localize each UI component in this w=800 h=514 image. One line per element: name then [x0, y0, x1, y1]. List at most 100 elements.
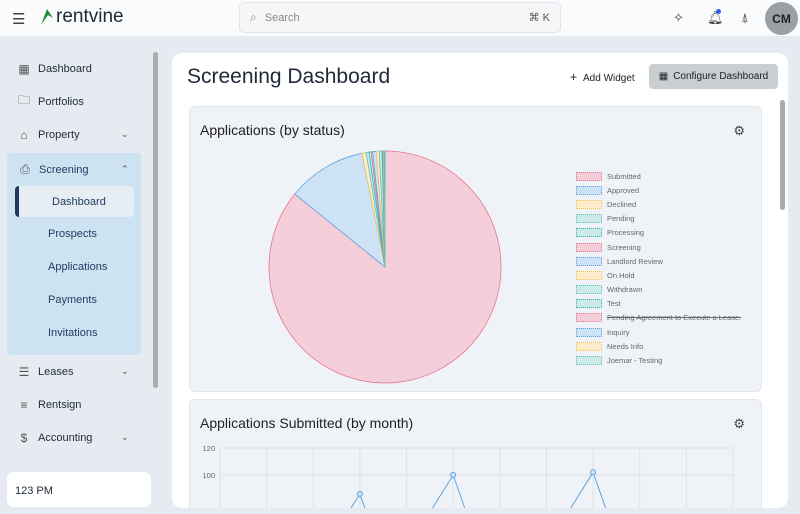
clipboard-icon: ☰: [18, 364, 30, 379]
page-title: Screening Dashboard: [187, 65, 391, 88]
sidebar-item-dashboard[interactable]: ▦ Dashboard: [0, 52, 152, 85]
brand-name: rentvine: [56, 6, 124, 27]
sparkle-icon[interactable]: ✧: [673, 10, 684, 25]
legend-item[interactable]: Joemar - Testing: [576, 353, 741, 367]
notification-dot: [716, 9, 721, 14]
sign-icon: ≡: [20, 397, 28, 412]
label: Leases: [38, 365, 74, 378]
sidebar-item-leases[interactable]: ☰ Leases ⌄: [0, 355, 152, 388]
legend-swatch: [576, 228, 602, 238]
sidebar-sub-invitations[interactable]: Invitations: [48, 326, 98, 339]
legend-label: Landlord Review: [607, 256, 663, 266]
sidebar-sub-dashboard[interactable]: Dashboard: [15, 186, 134, 217]
search-input[interactable]: ⌕ Search ⌘ K: [239, 2, 561, 33]
legend-item[interactable]: Approved: [576, 183, 741, 197]
menu-icon[interactable]: ☰: [12, 11, 26, 28]
main-panel: Screening Dashboard + Add Widget ▦ Configu…: [172, 53, 788, 508]
widget-title: Applications (by status): [200, 122, 345, 138]
legend-item[interactable]: Landlord Review: [576, 254, 741, 268]
label: Dashboard: [38, 62, 92, 75]
search-shortcut: ⌘ K: [528, 12, 550, 24]
legend-item[interactable]: Submitted: [576, 169, 741, 183]
screening-group: ⎙ Screening ⌃ Dashboard Prospects Applicat…: [7, 153, 141, 355]
series-line: [431, 474, 454, 508]
grid-icon: ▦: [18, 61, 30, 76]
legend-item[interactable]: Screening: [576, 240, 741, 254]
legend-item[interactable]: Pending: [576, 212, 741, 226]
folder-icon: 🗀: [18, 93, 31, 107]
logo[interactable]: rentvine: [40, 6, 124, 28]
label: Configure Dashboard: [673, 71, 769, 82]
document-search-icon: ⎙: [20, 162, 30, 176]
legend-item[interactable]: Processing: [576, 226, 741, 240]
series-line: [350, 493, 361, 508]
legend-label: Withdrawn: [607, 285, 643, 295]
legend-swatch: [576, 242, 602, 252]
applications-month-widget: Applications Submitted (by month) ⚙ 120 1…: [189, 399, 762, 508]
label: Add Widget: [583, 73, 635, 84]
pie-slice-joemar-testing[interactable]: [383, 150, 386, 268]
sidebar-item-property[interactable]: ⌂ Property ⌄: [0, 118, 152, 151]
main-scrollbar[interactable]: [780, 100, 785, 210]
avatar[interactable]: CM: [765, 2, 798, 35]
add-widget-button[interactable]: + Add Widget: [570, 70, 635, 84]
gear-icon[interactable]: ⚙: [733, 416, 745, 431]
legend-label: Submitted: [607, 171, 641, 181]
sidebar-scrollbar[interactable]: [153, 52, 158, 388]
plus-icon: +: [570, 70, 578, 84]
legend-label: Screening: [607, 242, 641, 252]
label: Property: [38, 128, 80, 141]
legend-label: Approved: [607, 185, 640, 195]
legend-item[interactable]: Declined: [576, 197, 741, 211]
legend-swatch: [576, 185, 602, 195]
pie-slice-approved[interactable]: [294, 152, 386, 269]
legend-label: Processing: [607, 228, 645, 238]
legend-item[interactable]: Withdrawn: [576, 283, 741, 297]
y-tick-label: 100: [202, 471, 215, 480]
legend-item[interactable]: Inquiry: [576, 325, 741, 339]
dollar-icon: $: [20, 430, 28, 445]
gear-icon[interactable]: ⚙: [733, 123, 745, 138]
series-line: [592, 472, 607, 508]
chevron-down-icon: ⌄: [121, 129, 129, 139]
rocket-icon[interactable]: ⍋: [741, 10, 749, 25]
applications-status-widget: Applications (by status) ⚙ Submitted Appr…: [189, 106, 762, 392]
legend-item[interactable]: Pending Agreement to Execute a Lease.: [576, 311, 741, 325]
sidebar: ▦ Dashboard 🗀 Portfolios ⌂ Property ⌄ ⎙ Scree…: [0, 52, 152, 454]
legend-label: Needs Info: [607, 341, 644, 351]
building-icon: ⌂: [20, 127, 28, 142]
sidebar-sub-applications[interactable]: Applications: [48, 260, 108, 273]
sidebar-sub-prospects[interactable]: Prospects: [48, 227, 97, 240]
y-tick-label: 120: [202, 444, 215, 453]
legend-swatch: [576, 313, 602, 323]
data-point: [356, 490, 363, 497]
rentvine-leaf-icon: [41, 9, 53, 25]
clock-widget: 123 PM: [7, 472, 151, 507]
legend-swatch: [576, 327, 602, 337]
chevron-down-icon: ⌄: [121, 432, 129, 442]
series-line: [359, 493, 366, 508]
legend-swatch: [576, 285, 602, 295]
data-point: [590, 469, 597, 476]
sidebar-item-portfolios[interactable]: 🗀 Portfolios: [0, 85, 152, 118]
label: Rentsign: [38, 398, 82, 411]
sidebar-item-rentsign[interactable]: ≡ Rentsign: [0, 388, 152, 421]
chevron-down-icon: ⌄: [121, 366, 129, 376]
legend-swatch: [576, 356, 602, 366]
legend-label: Pending: [607, 214, 635, 224]
legend-swatch: [576, 171, 602, 181]
sidebar-item-accounting[interactable]: $ Accounting ⌄: [0, 421, 152, 454]
legend-swatch: [576, 199, 602, 209]
legend-label: Declined: [607, 199, 637, 209]
data-point: [450, 472, 457, 478]
legend-item[interactable]: On Hold: [576, 268, 741, 282]
grid-icon: ▦: [658, 71, 669, 82]
sidebar-sub-payments[interactable]: Payments: [48, 293, 97, 306]
sidebar-item-screening[interactable]: ⎙ Screening ⌃: [7, 153, 141, 186]
legend-item[interactable]: Test: [576, 297, 741, 311]
configure-dashboard-button[interactable]: ▦ Configure Dashboard: [649, 64, 778, 89]
series-line: [452, 474, 466, 508]
series-line: [570, 472, 594, 508]
legend-item[interactable]: Needs Info: [576, 339, 741, 353]
legend-swatch: [576, 299, 602, 309]
